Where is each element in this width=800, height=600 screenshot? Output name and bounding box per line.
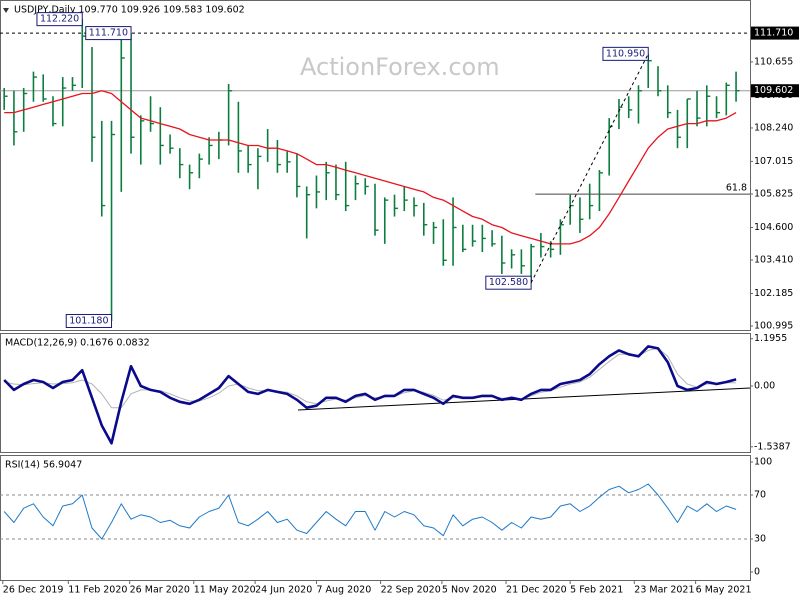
y-tick-label: 0.00 — [754, 380, 775, 391]
series-line — [4, 90, 737, 245]
annotation-label: 111.710 — [89, 28, 128, 39]
y-tick-label: 30 — [754, 533, 766, 544]
y-tick-label: -1.5387 — [754, 441, 791, 452]
panel-title: RSI(14) 56.9047 — [5, 460, 82, 471]
y-tick-label: 1.1955 — [754, 333, 787, 344]
x-tick-label: 26 Mar 2020 — [130, 585, 190, 596]
annotation-label: 102.580 — [489, 277, 528, 288]
y-tick-label: 70 — [754, 490, 766, 501]
annotation-box — [85, 26, 132, 41]
axis-price-label: 111.710 — [754, 28, 793, 39]
panel-title: USDJPY,Daily 109.770 109.926 109.583 109… — [14, 5, 245, 16]
y-tick-label: 105.825 — [754, 188, 793, 199]
annotation-box — [65, 313, 113, 328]
x-tick-label: 11 May 2020 — [194, 585, 256, 596]
y-tick-label: 0 — [754, 566, 760, 577]
x-tick-label: 6 May 2021 — [696, 585, 752, 596]
series-line — [3, 483, 737, 540]
x-tick-label: 5 Nov 2020 — [442, 585, 497, 596]
axis-price-box — [751, 26, 799, 40]
annotation-label: 110.950 — [606, 48, 645, 59]
series-line — [3, 345, 737, 445]
y-tick-label: 103.410 — [754, 255, 793, 266]
y-tick-label: 104.600 — [754, 222, 793, 233]
x-tick-label: 5 Feb 2021 — [570, 585, 623, 596]
watermark: ActionForex.com — [300, 53, 500, 81]
y-tick-label: 102.185 — [754, 288, 793, 299]
annotation-box — [602, 46, 649, 61]
panel-title: MACD(12,26,9) 0.1676 0.0832 — [5, 338, 150, 349]
x-tick-label: 22 Sep 2020 — [381, 585, 441, 596]
axis-price-box — [751, 84, 799, 98]
fib-level-label: 61.8 — [726, 183, 747, 194]
fib-swing-line — [530, 53, 649, 283]
macd-panel-frame — [0, 333, 751, 453]
symbol-menu-icon — [3, 8, 9, 13]
x-tick-label: 21 Dec 2020 — [506, 585, 567, 596]
x-tick-label: 11 Feb 2020 — [68, 585, 127, 596]
annotation-label: 101.180 — [69, 315, 108, 326]
annotation-label: 112.220 — [40, 14, 79, 25]
x-tick-label: 7 Aug 2020 — [316, 585, 371, 596]
x-tick-label: 23 Mar 2021 — [634, 585, 694, 596]
annotation-box — [485, 275, 532, 290]
x-tick-label: 26 Dec 2019 — [3, 585, 64, 596]
annotation-box — [36, 12, 83, 27]
price-panel-frame — [0, 0, 751, 331]
axis-price-label: 109.602 — [754, 85, 793, 96]
rsi-panel-frame — [0, 455, 751, 581]
y-tick-label: 100 — [754, 457, 772, 468]
y-tick-label: 100.995 — [754, 321, 793, 332]
y-tick-label: 107.015 — [754, 156, 793, 167]
x-tick-label: 24 Jun 2020 — [255, 585, 312, 596]
y-tick-label: 108.240 — [754, 122, 793, 133]
y-tick-label: 110.655 — [754, 56, 793, 67]
